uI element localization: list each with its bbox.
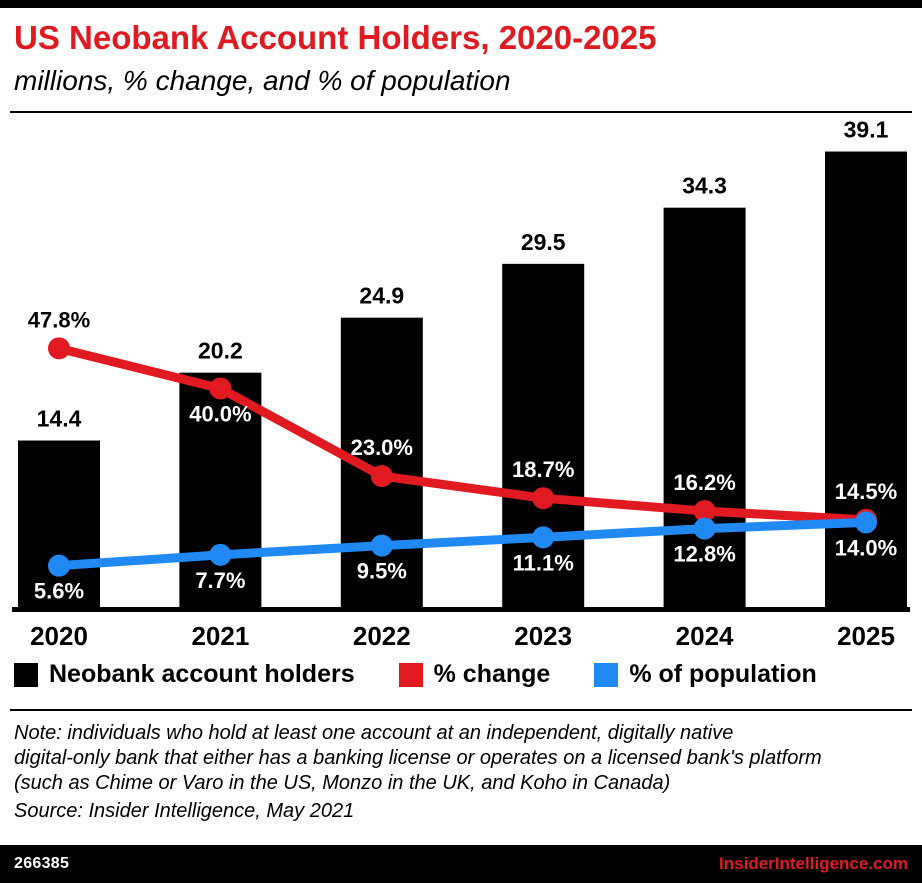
x-axis-line	[12, 607, 910, 613]
line-point-label: 14.0%	[835, 535, 897, 560]
chart-legend: Neobank account holders % change % of po…	[14, 660, 908, 689]
chart-id: 266385	[14, 855, 70, 872]
line-point-label: 40.0%	[189, 402, 251, 427]
chart-svg: 14.4 20.2 24.9 29.5 34.3 39.1 2020 2021 2022 2023…	[12, 119, 910, 651]
line-point	[209, 543, 232, 566]
line-point	[693, 517, 716, 540]
legend-label: % change	[433, 660, 551, 689]
x-tick-label: 2025	[837, 621, 895, 651]
line-point	[370, 534, 393, 557]
note-line: (such as Chime or Varo in the US, Monzo …	[14, 772, 671, 795]
bar-value-label: 20.2	[198, 338, 243, 364]
bar-2024	[663, 207, 746, 610]
x-tick-label: 2021	[191, 621, 249, 651]
line-point	[532, 526, 555, 549]
line-point-label: 16.2%	[673, 470, 735, 495]
line-point-label: 47.8%	[28, 307, 90, 332]
source-line: Source: Insider Intelligence, May 2021	[14, 799, 355, 822]
line-point	[693, 500, 716, 523]
legend-swatch-black	[14, 662, 38, 687]
line-point-label: 18.7%	[512, 457, 574, 482]
line-point-label: 14.5%	[835, 479, 897, 504]
x-tick-label: 2023	[514, 621, 572, 651]
bar-2023	[502, 263, 585, 610]
line-point-label: 23.0%	[351, 435, 413, 460]
chart-header: US Neobank Account Holders, 2020-2025 mi…	[0, 8, 922, 97]
brand-link: InsiderIntelligence.com	[719, 854, 908, 873]
header-divider	[10, 111, 912, 114]
legend-item-percent-of-population: % of population	[594, 660, 817, 689]
x-tick-label: 2022	[353, 621, 411, 651]
bar-value-label: 24.9	[359, 283, 404, 309]
legend-divider	[10, 709, 912, 712]
line-point	[855, 511, 877, 534]
bar-value-label: 34.3	[682, 173, 727, 199]
line--change	[54, 343, 871, 525]
line--of-population	[54, 517, 871, 571]
bar-2020	[18, 440, 100, 610]
line-point	[48, 554, 70, 577]
bar-value-label: 14.4	[37, 406, 82, 432]
line-point	[48, 337, 70, 360]
line-point	[370, 465, 393, 488]
legend-item-neobank-account-holders: Neobank account holders	[14, 660, 355, 689]
line-point	[532, 487, 555, 510]
page-title: US Neobank Account Holders, 2020-2025	[14, 19, 657, 56]
line-point-label: 5.6%	[34, 579, 84, 604]
footer-bar: 266385 InsiderIntelligence.com	[0, 845, 922, 883]
legend-label: % of population	[629, 660, 817, 689]
line-point	[209, 377, 232, 400]
legend-item-percent-change: % change	[398, 660, 551, 689]
x-tick-label: 2024	[676, 621, 734, 651]
note-line: Note: individuals who hold at least one …	[14, 722, 734, 745]
legend-label: Neobank account holders	[49, 660, 355, 689]
legend-swatch-blue	[594, 662, 619, 687]
page-subtitle: millions, % change, and % of population	[14, 65, 511, 97]
note-block: Note: individuals who hold at least one …	[14, 721, 908, 797]
line-point-label: 12.8%	[673, 542, 735, 567]
bar-2021	[179, 372, 262, 610]
line-point-label: 9.5%	[357, 559, 407, 584]
bar-value-label: 39.1	[844, 119, 889, 143]
line-point-label: 7.7%	[195, 568, 245, 593]
legend-swatch-red	[398, 662, 423, 687]
note-line: digital-only bank that either has a bank…	[14, 747, 822, 770]
bar-value-label: 29.5	[521, 229, 566, 255]
top-black-strip	[0, 0, 922, 8]
line-point-label: 11.1%	[513, 550, 574, 575]
x-tick-label: 2020	[30, 621, 88, 651]
